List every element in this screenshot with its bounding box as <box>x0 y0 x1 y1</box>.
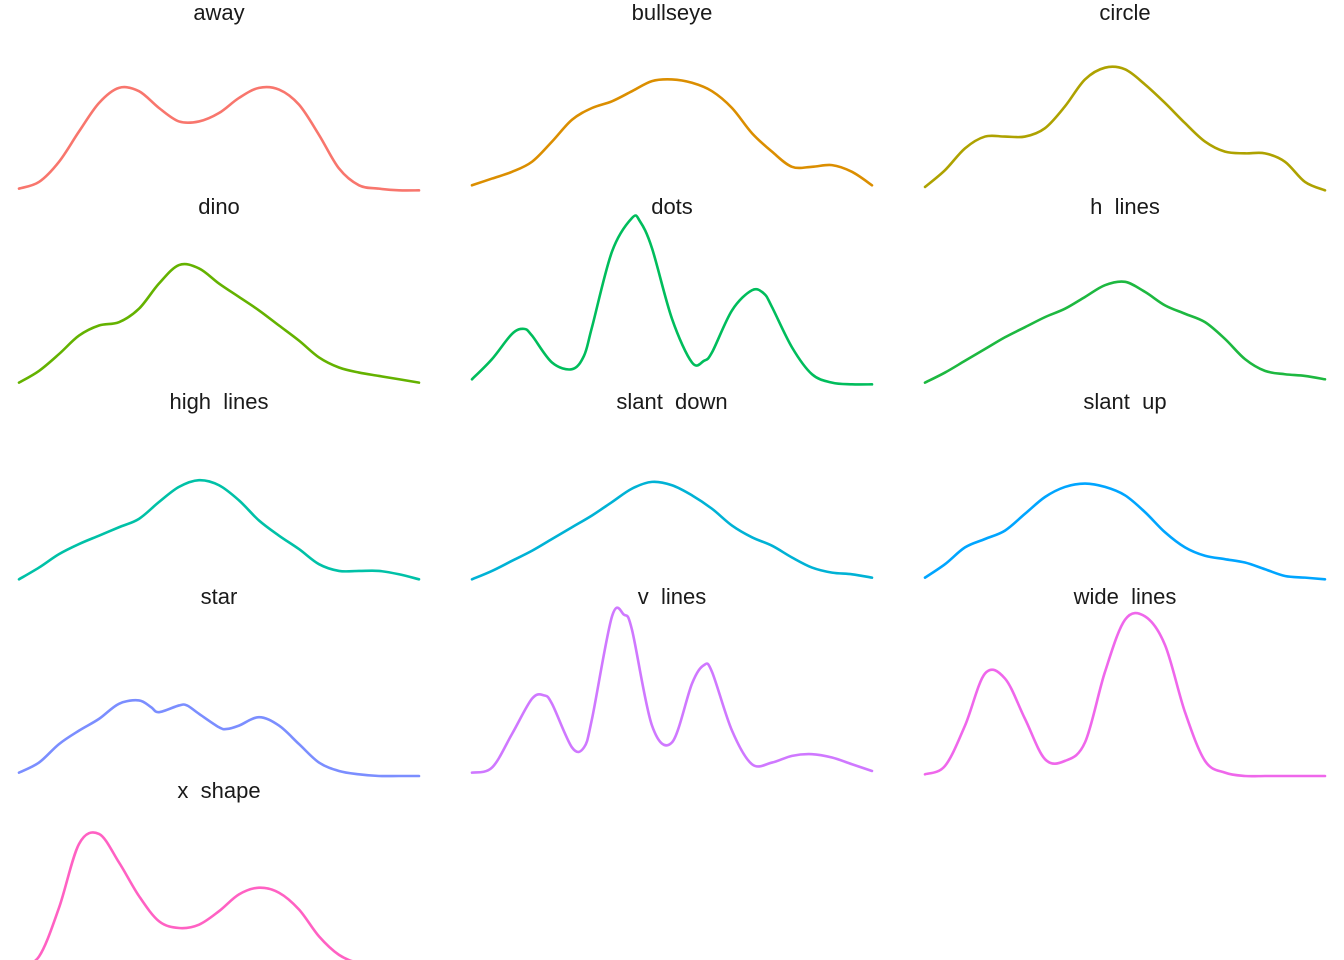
facet-panel-circle: circle <box>923 0 1327 192</box>
density-line-slant-up <box>923 482 1327 581</box>
density-line-away <box>17 85 421 192</box>
density-line-high-lines <box>17 478 421 581</box>
facet-title-dino: dino <box>198 194 240 219</box>
facet-title-v-lines: v lines <box>638 584 706 609</box>
density-line-slant-down <box>470 480 874 581</box>
facet-panel-dots: dots <box>470 194 874 386</box>
facet-title-x-shape: x shape <box>177 778 260 803</box>
facet-title-circle: circle <box>1099 0 1150 25</box>
facet-title-dots: dots <box>651 194 693 219</box>
facet-panel-x-shape: x shape <box>33 778 353 960</box>
facet-title-slant-up: slant up <box>1083 389 1166 414</box>
density-line-star <box>17 698 421 778</box>
facet-title-star: star <box>201 584 238 609</box>
density-line-h-lines <box>923 280 1327 384</box>
density-line-bullseye <box>470 78 874 187</box>
facet-panel-slant-up: slant up <box>923 389 1327 581</box>
facet-title-bullseye: bullseye <box>632 0 713 25</box>
density-line-dino <box>17 262 421 384</box>
facet-panel-v-lines: v lines <box>470 584 874 774</box>
facet-title-wide-lines: wide lines <box>1073 584 1177 609</box>
facet-panel-dino: dino <box>17 194 421 384</box>
density-line-x-shape <box>33 831 353 960</box>
facet-panel-h-lines: h lines <box>923 194 1327 384</box>
facet-title-h-lines: h lines <box>1090 194 1160 219</box>
facet-title-high-lines: high lines <box>169 389 268 414</box>
facet-panel-bullseye: bullseye <box>470 0 874 187</box>
facet-panel-wide-lines: wide lines <box>923 584 1327 778</box>
facet-panel-slant-down: slant down <box>470 389 874 581</box>
density-line-v-lines <box>470 606 874 774</box>
facet-title-away: away <box>193 0 244 25</box>
density-line-dots <box>470 214 874 386</box>
facet-title-slant-down: slant down <box>616 389 727 414</box>
facet-panel-high-lines: high lines <box>17 389 421 581</box>
density-line-wide-lines <box>923 611 1327 778</box>
facet-panel-away: away <box>17 0 421 192</box>
density-line-circle <box>923 65 1327 192</box>
facet-panel-star: star <box>17 584 421 778</box>
